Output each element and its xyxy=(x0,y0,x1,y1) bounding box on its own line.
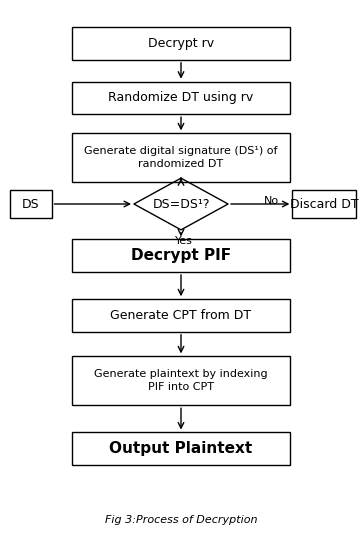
Text: Discard DT: Discard DT xyxy=(290,197,358,211)
Text: Generate CPT from DT: Generate CPT from DT xyxy=(110,309,252,322)
FancyBboxPatch shape xyxy=(10,190,52,218)
FancyBboxPatch shape xyxy=(72,82,290,114)
FancyBboxPatch shape xyxy=(72,133,290,182)
FancyBboxPatch shape xyxy=(72,432,290,465)
Text: Fig 3:Process of Decryption: Fig 3:Process of Decryption xyxy=(105,515,257,524)
Text: No: No xyxy=(264,196,279,206)
Text: Generate digital signature (DS¹) of
randomized DT: Generate digital signature (DS¹) of rand… xyxy=(84,146,278,169)
FancyBboxPatch shape xyxy=(72,239,290,272)
Text: Decrypt rv: Decrypt rv xyxy=(148,37,214,50)
Text: DS: DS xyxy=(22,197,39,211)
Text: Output Plaintext: Output Plaintext xyxy=(109,441,253,456)
FancyBboxPatch shape xyxy=(72,27,290,60)
Polygon shape xyxy=(134,178,228,230)
Text: DS=DS¹?: DS=DS¹? xyxy=(152,197,210,211)
FancyBboxPatch shape xyxy=(72,299,290,332)
Text: Generate plaintext by indexing
PIF into CPT: Generate plaintext by indexing PIF into … xyxy=(94,369,268,392)
Text: Decrypt PIF: Decrypt PIF xyxy=(131,248,231,263)
FancyBboxPatch shape xyxy=(292,190,355,218)
Text: Yes: Yes xyxy=(175,236,193,246)
Text: Randomize DT using rv: Randomize DT using rv xyxy=(108,91,254,104)
FancyBboxPatch shape xyxy=(72,356,290,405)
